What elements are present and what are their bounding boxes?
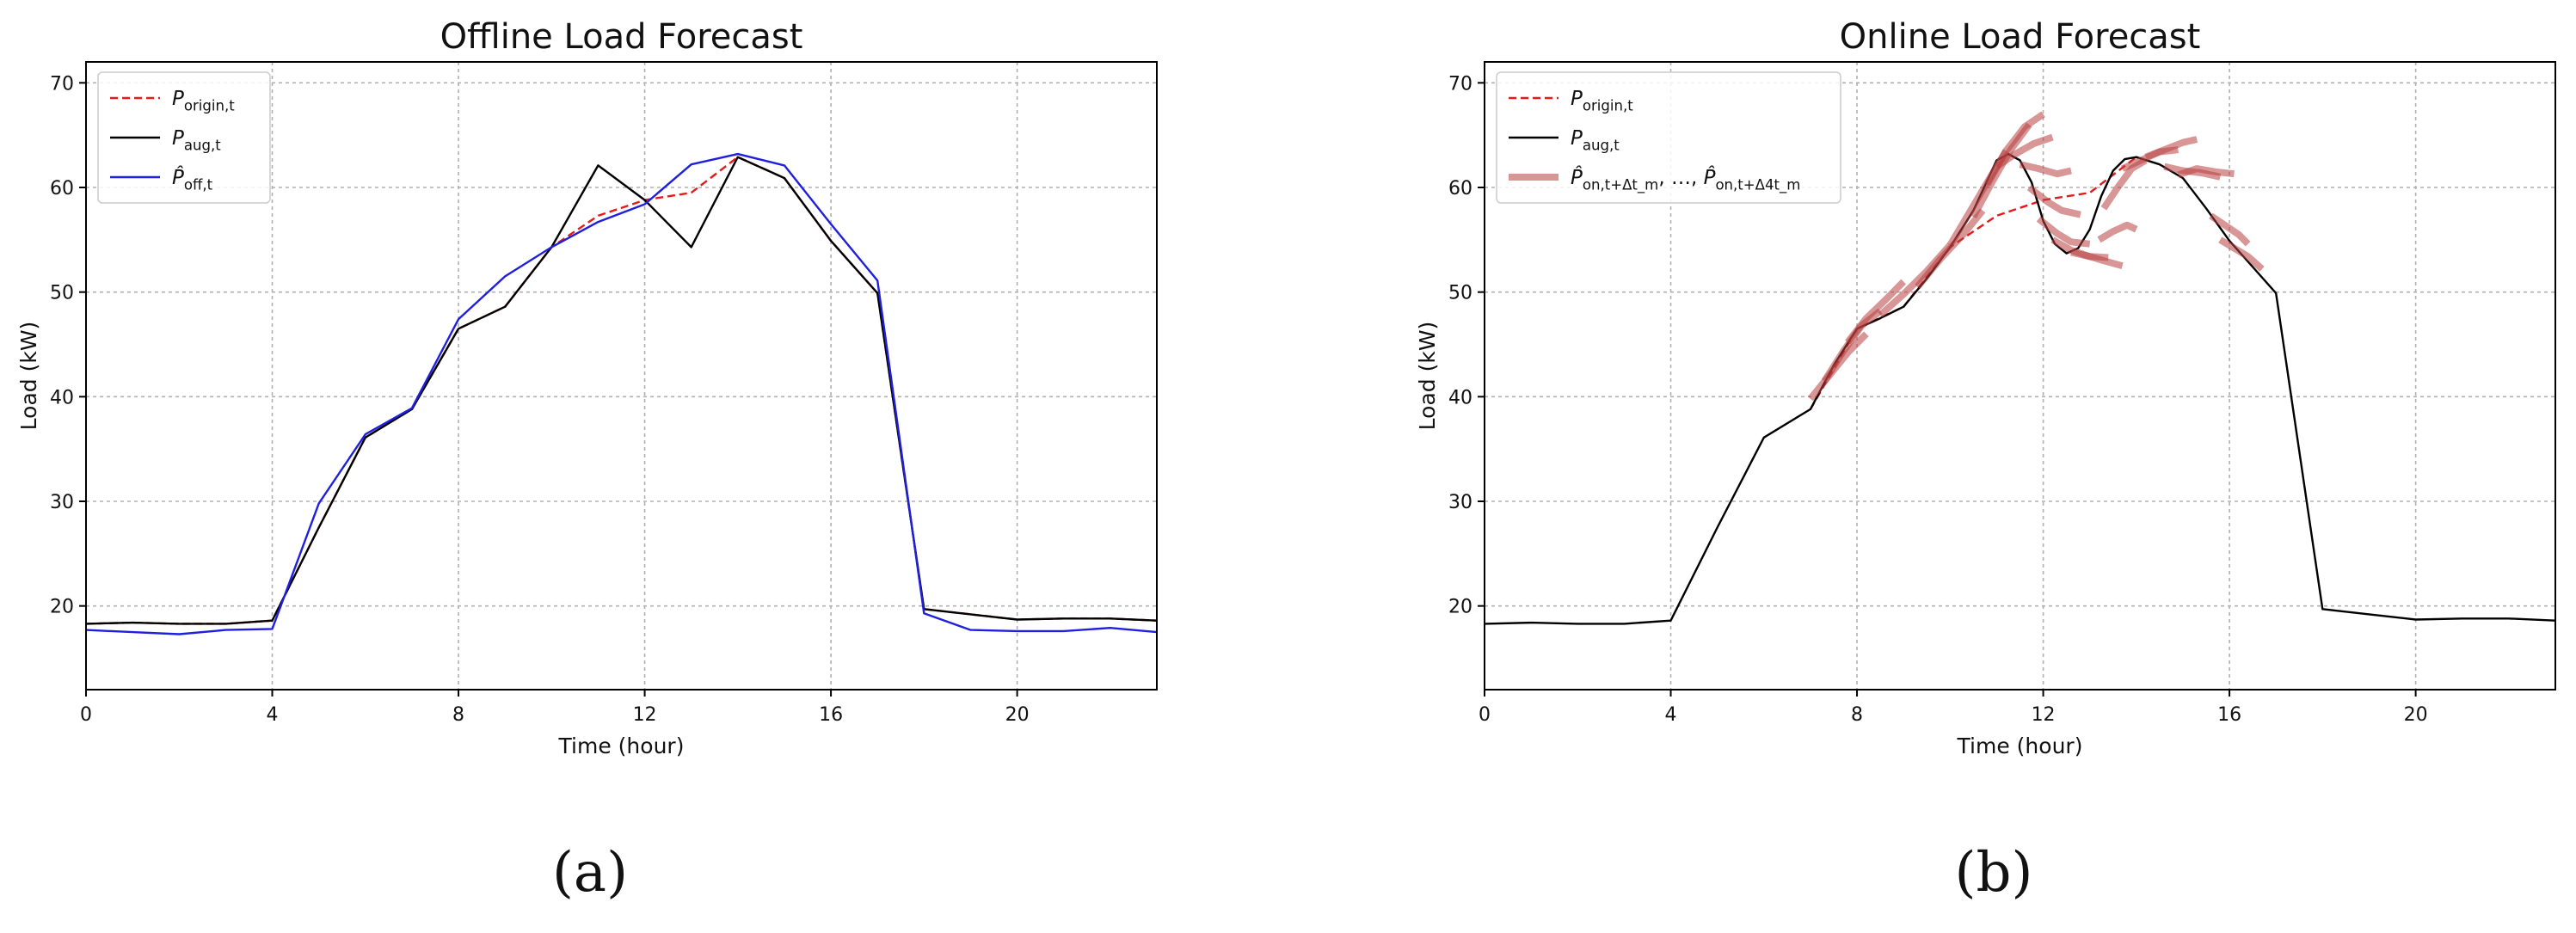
x-tick-label: 8: [1851, 704, 1863, 726]
legend-entry: P̂off,t​: [172, 166, 213, 193]
series-line: [86, 152, 1157, 635]
forecast-segment: [2097, 221, 2138, 243]
legend-entry: Porigin,t​: [1571, 88, 1633, 114]
axes-frame: [1484, 61, 2556, 691]
series-line: [86, 156, 1157, 625]
panel-label-a: (a): [551, 841, 629, 905]
y-axis-label: Load (kW): [16, 322, 41, 431]
legend-entry: P̂on,t+Δt_m​, …, P̂on,t+Δ4t_m​: [1571, 166, 1800, 194]
panel-label-b: (b): [1954, 841, 2033, 905]
legend-entry: Porigin,t​: [172, 88, 235, 114]
x-tick-label: 12: [2032, 704, 2056, 726]
forecast-segment: [2218, 236, 2265, 272]
forecast-segment: [2019, 161, 2072, 178]
chart-title: Offline Load Forecast: [440, 17, 803, 57]
legend-entry: Paug,t​: [172, 127, 221, 153]
series-line: [1485, 152, 2555, 625]
y-tick-label: 60: [1448, 178, 1472, 199]
forecast-segment: [1970, 122, 2032, 218]
y-tick-label: 60: [50, 178, 74, 199]
forecast-segment: [1915, 208, 1986, 290]
x-tick-label: 20: [1005, 704, 1030, 726]
axes-frame: [85, 61, 1158, 691]
forecast-segment: [1995, 133, 2054, 170]
x-axis-label: Time (hour): [1957, 734, 2083, 758]
forecast-segment: [2036, 216, 2091, 248]
x-tick-label: 0: [1479, 704, 1491, 726]
x-tick-label: 8: [452, 704, 464, 726]
x-tick-label: 20: [2404, 704, 2428, 726]
forecast-segment: [1984, 111, 2045, 187]
plot-area: [1485, 111, 2555, 625]
series-line: [86, 156, 1157, 625]
legend-box: [1496, 71, 1841, 204]
x-tick-label: 12: [633, 704, 657, 726]
y-tick-label: 20: [50, 597, 74, 618]
y-tick-label: 40: [1448, 387, 1472, 408]
forecast-segment: [2070, 249, 2124, 270]
series-line: [1809, 156, 2137, 410]
x-tick-label: 16: [2217, 704, 2241, 726]
x-tick-label: 4: [267, 704, 279, 726]
x-axis-label: Time (hour): [558, 734, 685, 758]
y-tick-label: 40: [50, 387, 74, 408]
y-tick-label: 50: [50, 283, 74, 304]
forecast-segment: [2026, 184, 2081, 218]
legend: Porigin,t​ Paug,t​ P̂off,t​: [97, 71, 271, 204]
x-tick-label: 16: [819, 704, 843, 726]
y-tick-label: 30: [1448, 492, 1472, 513]
chart-title: Online Load Forecast: [1840, 17, 2201, 57]
x-tick-label: 4: [1665, 704, 1677, 726]
legend-box: [97, 71, 271, 204]
y-tick-label: 70: [1448, 73, 1472, 95]
y-tick-label: 20: [1448, 597, 1472, 618]
forecast-segment: [1845, 279, 1907, 345]
y-tick-label: 70: [50, 73, 74, 95]
plot-area: [86, 152, 1157, 635]
legend: Porigin,t​ Paug,t​ P̂on,t+Δt_m​, …, P̂on,t…: [1496, 71, 1841, 204]
chart-online-load-forecast: 0 4 8 12 16 20 20 30 40 50 60 70 Online Load Forecas…: [1415, 17, 2556, 758]
chart-offline-load-forecast: 0 4 8 12 16 20 20 30 40 50 60 70 Offline Load Foreca…: [16, 17, 1158, 758]
forecast-segment: [2209, 212, 2251, 247]
x-tick-label: 0: [80, 704, 92, 726]
y-tick-label: 30: [50, 492, 74, 513]
y-axis-label: Load (kW): [1415, 322, 1440, 431]
legend-entry: Paug,t​: [1571, 127, 1620, 153]
forecast-segment: [1807, 331, 1869, 402]
y-tick-label: 50: [1448, 283, 1472, 304]
forecast-segment: [2177, 165, 2235, 179]
forecast-segment: [2144, 136, 2198, 161]
